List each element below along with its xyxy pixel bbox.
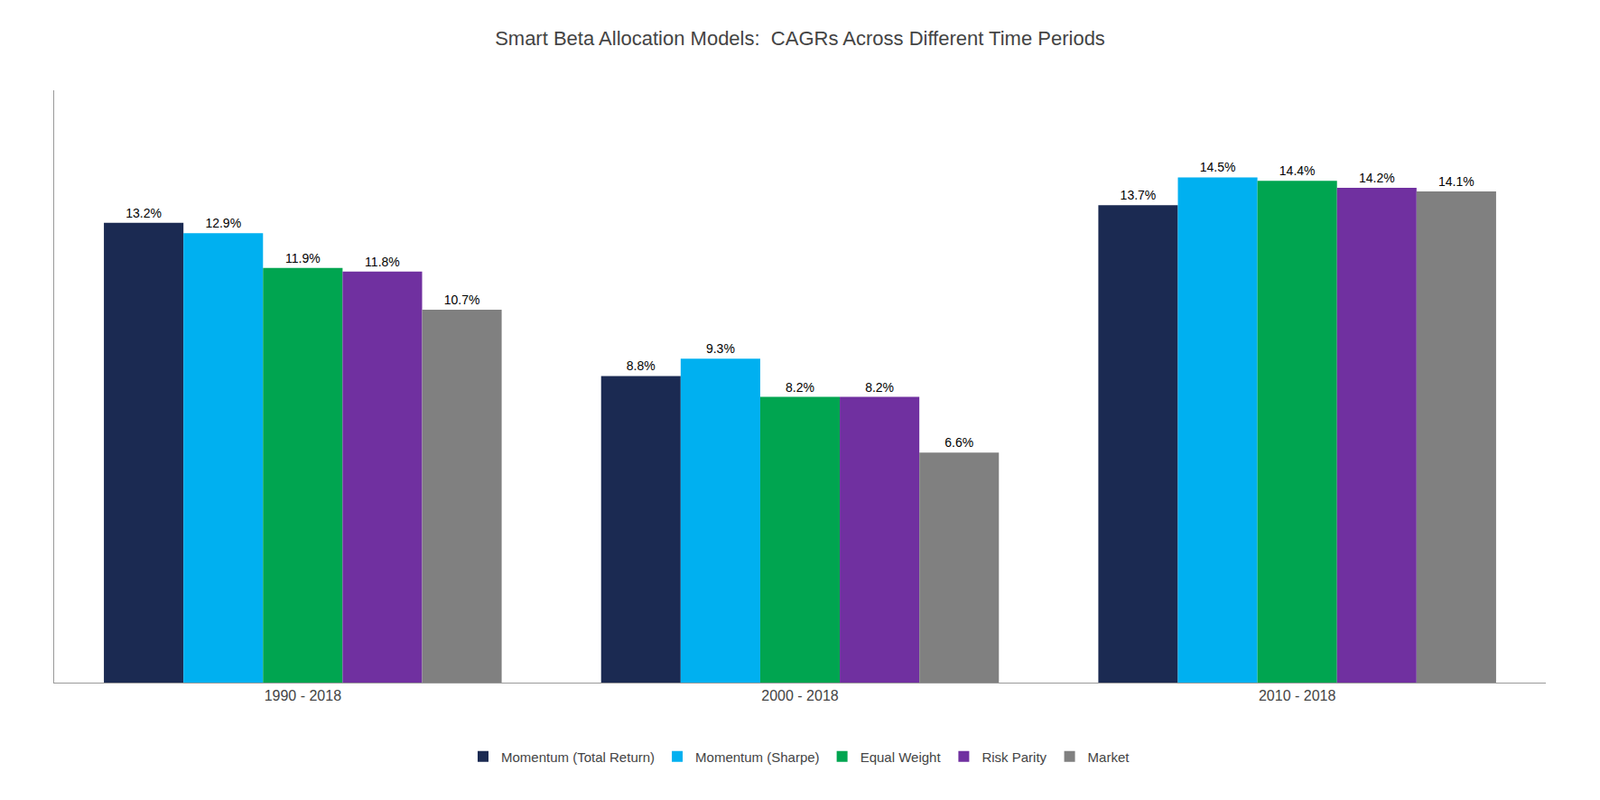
svg-text:13.7%: 13.7% — [1120, 187, 1157, 203]
svg-text:14.2%: 14.2% — [1358, 170, 1396, 186]
svg-text:Momentum (Sharpe): Momentum (Sharpe) — [695, 749, 820, 765]
svg-text:13.2%: 13.2% — [125, 205, 162, 221]
svg-text:2010 - 2018: 2010 - 2018 — [1258, 688, 1337, 704]
svg-text:6.6%: 6.6% — [944, 435, 974, 450]
svg-text:9.3%: 9.3% — [706, 341, 735, 356]
svg-text:14.4%: 14.4% — [1279, 163, 1316, 178]
svg-text:2000 - 2018: 2000 - 2018 — [761, 688, 839, 704]
svg-text:Risk Parity: Risk Parity — [981, 749, 1047, 765]
svg-text:Momentum (Total Return): Momentum (Total Return) — [501, 749, 655, 765]
svg-text:Equal Weight: Equal Weight — [860, 749, 942, 765]
svg-text:11.8%: 11.8% — [364, 254, 400, 270]
svg-text:14.1%: 14.1% — [1438, 174, 1475, 189]
svg-text:Market: Market — [1088, 749, 1131, 765]
svg-text:8.8%: 8.8% — [626, 358, 656, 373]
svg-text:14.5%: 14.5% — [1200, 159, 1237, 175]
svg-text:Smart Beta Allocation Models:: Smart Beta Allocation Models: CAGRs Acro… — [494, 27, 1106, 50]
svg-text:8.2%: 8.2% — [865, 380, 894, 395]
svg-text:10.7%: 10.7% — [444, 292, 481, 307]
svg-text:12.9%: 12.9% — [204, 215, 242, 231]
svg-text:1990 - 2018: 1990 - 2018 — [264, 688, 343, 704]
svg-text:8.2%: 8.2% — [785, 380, 815, 395]
svg-text:11.9%: 11.9% — [285, 251, 321, 266]
